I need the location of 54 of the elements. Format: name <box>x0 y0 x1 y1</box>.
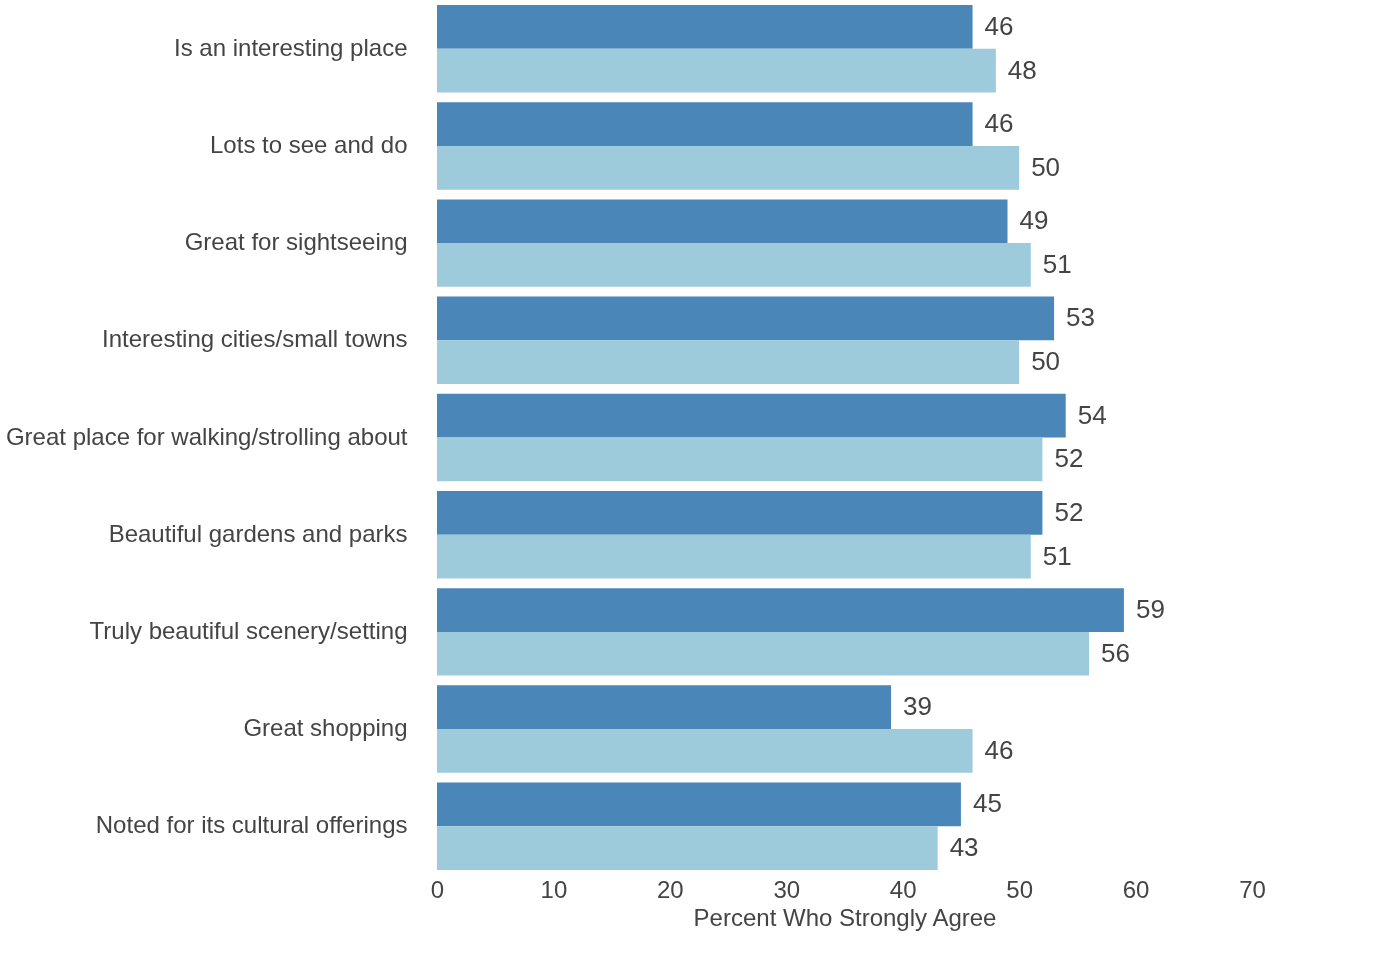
bar <box>437 145 1020 190</box>
data-label: 39 <box>903 691 932 722</box>
data-label: 53 <box>1066 302 1095 333</box>
data-label: 52 <box>1054 496 1084 527</box>
bar <box>437 243 1031 287</box>
bar <box>437 685 892 730</box>
y-tick-label: Is an interesting place <box>174 33 408 61</box>
bar <box>437 588 1124 632</box>
x-tick-label: 60 <box>1122 875 1150 903</box>
bar <box>437 102 973 146</box>
data-label: 46 <box>984 734 1014 765</box>
data-label: 51 <box>1042 248 1072 279</box>
data-label: 49 <box>1019 205 1049 236</box>
data-label: 50 <box>1031 346 1061 377</box>
y-tick-label: Great for sightseeing <box>184 228 408 256</box>
bar <box>437 437 1043 482</box>
bar <box>437 782 961 827</box>
data-label: 50 <box>1031 151 1061 182</box>
data-label: 46 <box>984 108 1014 139</box>
x-tick-label: 40 <box>889 875 917 903</box>
bar <box>437 340 1020 385</box>
bar <box>437 534 1031 579</box>
data-label: 59 <box>1135 594 1165 625</box>
bar <box>437 631 1089 676</box>
y-tick-label: Interesting cities/small towns <box>102 325 408 353</box>
bar <box>437 296 1055 341</box>
y-tick-label: Truly beautiful scenery/setting <box>89 616 408 644</box>
x-tick-label: 70 <box>1239 875 1266 903</box>
data-label: 46 <box>984 10 1014 41</box>
y-tick-label: Noted for its cultural offerings <box>95 811 408 839</box>
y-tick-label: Beautiful gardens and parks <box>108 519 408 547</box>
x-tick-label: 20 <box>657 875 684 903</box>
y-tick-label: Great place for walking/strolling about <box>5 422 408 450</box>
x-tick-label: 10 <box>540 875 568 903</box>
bar <box>437 826 938 870</box>
data-label: 52 <box>1054 443 1084 474</box>
data-label: 54 <box>1077 399 1107 430</box>
data-label: 43 <box>949 832 979 863</box>
y-tick-label: Great shopping <box>243 714 408 742</box>
x-tick-label: 50 <box>1006 875 1033 903</box>
bar <box>437 490 1043 535</box>
data-label: 56 <box>1101 637 1130 668</box>
y-tick-label: Lots to see and do <box>210 130 408 158</box>
bar <box>437 48 996 93</box>
bar <box>437 729 973 773</box>
x-axis-title: Percent Who Strongly Agree <box>693 903 997 931</box>
x-tick-label: 0 <box>430 875 445 903</box>
data-label: 51 <box>1042 540 1072 571</box>
bar <box>437 199 1008 244</box>
data-label: 48 <box>1007 54 1037 85</box>
bar <box>437 393 1066 438</box>
bar <box>437 5 973 49</box>
x-tick-label: 30 <box>773 875 801 903</box>
data-label: 45 <box>972 788 1002 819</box>
